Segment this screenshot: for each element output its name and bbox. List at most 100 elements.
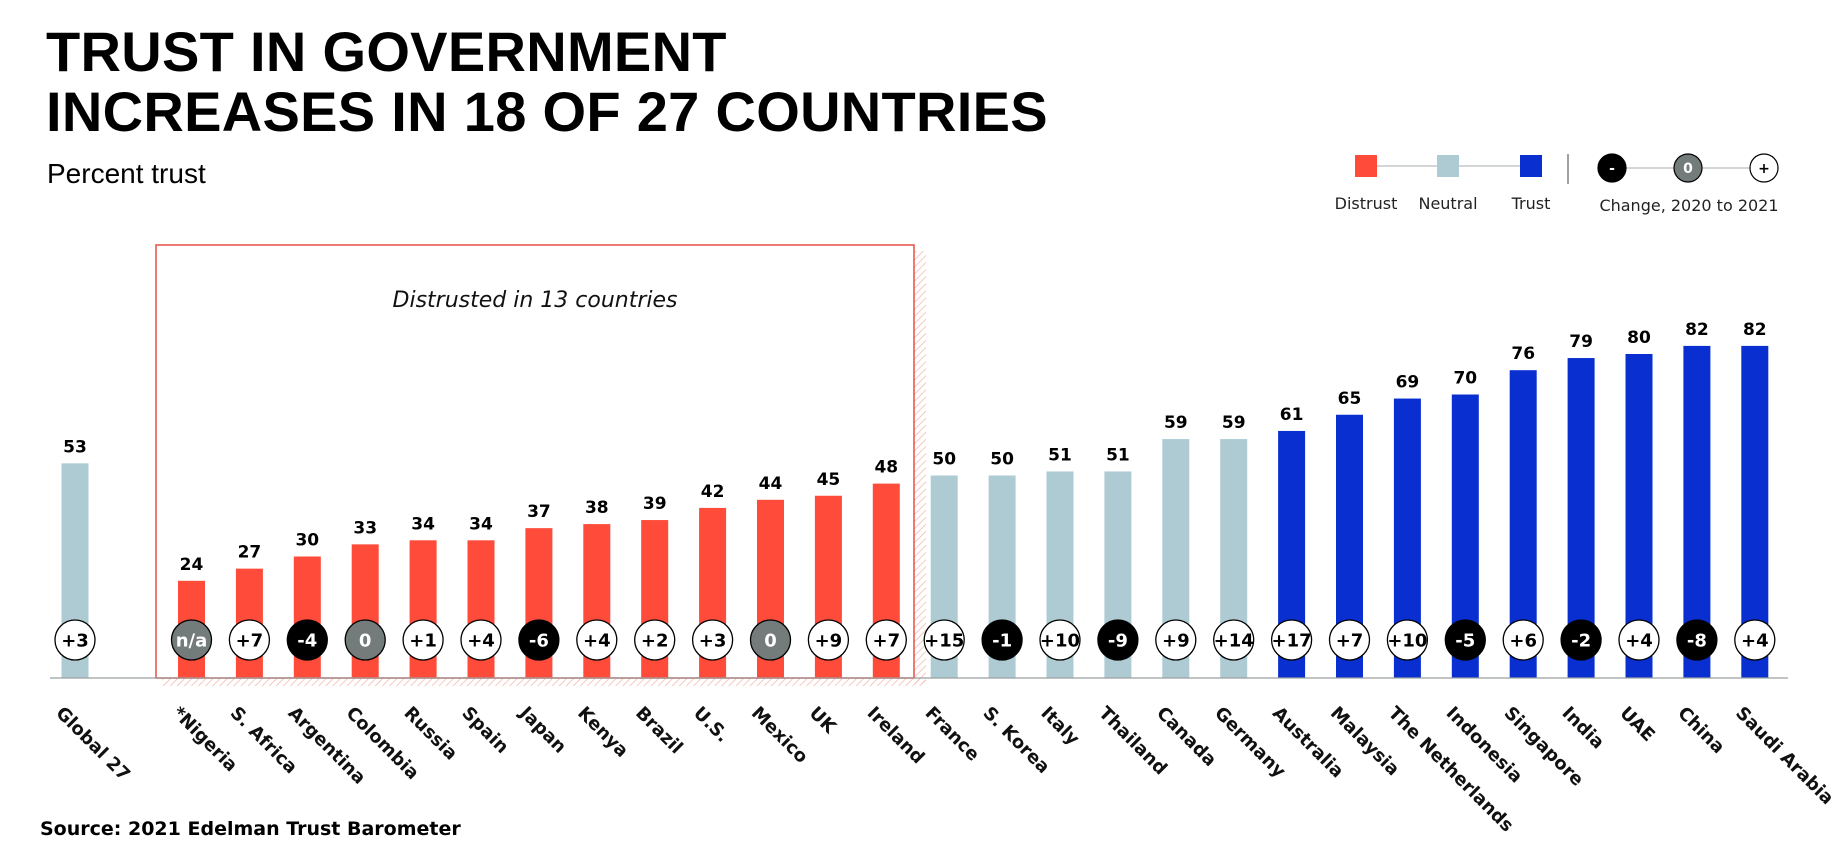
title-line-1: TRUST IN GOVERNMENT [46,20,727,83]
tick-label-kenya: Kenya [573,703,632,762]
value-label-u-s: 42 [701,482,725,502]
chart-subtitle: Percent trust [47,158,206,189]
change-marker-canada [1155,619,1197,661]
value-label-s-africa: 27 [238,543,262,563]
change-marker-mexico [749,619,792,661]
value-labels: 53 24 27 30 33 34 34 37 38 39 42 44 45 48 50 50 51 51 59 59… [63,320,1766,575]
change-label-u-s: +3 [699,631,727,652]
value-label-argentina: 30 [295,531,319,551]
page-title: TRUST IN GOVERNMENT INCREASES IN 18 OF 2… [46,22,1048,142]
tick-label-ireland: Ireland [863,703,929,769]
legend-change-symbol-negative: - [1609,161,1615,177]
legend-label-distrust: Distrust [1335,194,1398,213]
value-label-brazil: 39 [643,494,667,514]
value-label-mexico: 44 [759,474,783,494]
change-marker-brazil [634,619,676,661]
title-line-2: INCREASES IN 18 OF 27 COUNTRIES [46,80,1048,143]
change-label-russia: +1 [409,631,437,652]
tick-label-uae: UAE [1615,703,1658,746]
change-marker-ireland [865,619,907,661]
value-label-uae: 80 [1627,328,1651,348]
tick-label-india: India [1558,703,1609,754]
legend-change-label: Change, 2020 to 2021 [1599,196,1778,215]
value-label-australia: 61 [1280,405,1304,425]
change-label-mexico: 0 [764,631,777,652]
change-marker-uae [1618,619,1660,661]
value-label-malaysia: 65 [1338,389,1362,409]
change-marker-s-africa [228,619,271,661]
tick-label-mexico: Mexico [747,703,812,768]
change-marker-china [1676,619,1718,661]
change-label-uae: +4 [1625,631,1653,652]
change-marker-spain [460,619,502,661]
change-marker-russia [402,619,444,661]
legend-swatch-trust [1520,155,1542,177]
change-label-singapore: +6 [1509,631,1537,652]
change-label-argentina: -4 [297,631,317,652]
value-label-spain: 34 [469,514,493,534]
tick-label-china: China [1673,703,1728,758]
change-marker-singapore [1502,619,1544,661]
source-note: Source: 2021 Edelman Trust Barometer [40,818,461,840]
change-marker-nigeria [170,619,213,661]
change-label-kenya: +4 [583,631,611,652]
change-label-thailand: -9 [1108,631,1128,652]
change-marker-global-27 [54,619,96,661]
change-marker-france [923,619,965,661]
change-label-nigeria: n/a [176,631,208,652]
tick-label-uk: UK [805,703,841,739]
tick-label-brazil: Brazil [631,703,687,759]
value-label-global-27: 53 [63,437,87,457]
change-label-saudi-arabia: +4 [1741,631,1769,652]
legend-label-trust: Trust [1511,194,1551,213]
change-label-indonesia: -5 [1455,631,1475,652]
value-label-colombia: 33 [353,518,377,538]
value-label-india: 79 [1569,332,1593,352]
change-label-australia: +17 [1272,631,1312,652]
value-label-thailand: 51 [1106,445,1130,465]
legend-change-symbol-positive: + [1758,161,1770,177]
change-marker-u-s [691,619,734,661]
value-label-saudi-arabia: 82 [1743,320,1767,340]
change-marker-australia [1270,619,1313,661]
value-label-singapore: 76 [1511,344,1535,364]
change-marker-india [1560,619,1602,661]
value-label-germany: 59 [1222,413,1246,433]
legend-change-marker-positive [1749,153,1779,183]
change-label-s-korea: -1 [992,631,1012,652]
change-marker-japan [518,619,560,661]
change-label-spain: +4 [467,631,495,652]
value-label-russia: 34 [411,514,435,534]
change-label-india: -2 [1571,631,1591,652]
tick-label-u-s: U.S. [689,703,733,747]
change-label-china: -8 [1687,631,1707,652]
change-marker-uk [807,619,850,661]
value-label-italy: 51 [1048,445,1072,465]
change-label-ireland: +7 [872,631,900,652]
value-label-the-netherlands: 69 [1396,373,1420,393]
tick-label-saudi-arabia: Saudi Arabia [1731,703,1837,809]
change-marker-thailand [1097,619,1139,661]
change-marker-indonesia [1444,619,1486,661]
change-label-japan: -6 [529,631,549,652]
change-marker-s-korea [981,619,1023,661]
change-marker-argentina [286,619,328,661]
change-label-italy: +10 [1040,631,1080,652]
legend-swatch-distrust [1355,155,1377,177]
legend-change-marker-zero [1673,153,1703,183]
value-label-china: 82 [1685,320,1709,340]
callout-text: Distrusted in 13 countries [393,288,678,313]
value-label-indonesia: 70 [1453,369,1477,389]
change-markers: +3 n/a +7 -4 0 +1 +4 -6 +4 +2 +3 0 +9 +7 +15 -1 +10 -9 +9 +… [54,619,1776,661]
change-label-germany: +14 [1214,631,1254,652]
callout-hatch-right [914,251,926,684]
change-label-the-netherlands: +10 [1387,631,1427,652]
change-marker-saudi-arabia [1734,619,1776,661]
value-label-kenya: 38 [585,498,609,518]
change-marker-italy [1039,619,1081,661]
tick-label-france: France [921,703,984,766]
legend-change-marker-negative [1597,153,1627,183]
tick-label-global-27: Global 27 [51,703,134,786]
value-label-nigeria: 24 [180,555,204,575]
